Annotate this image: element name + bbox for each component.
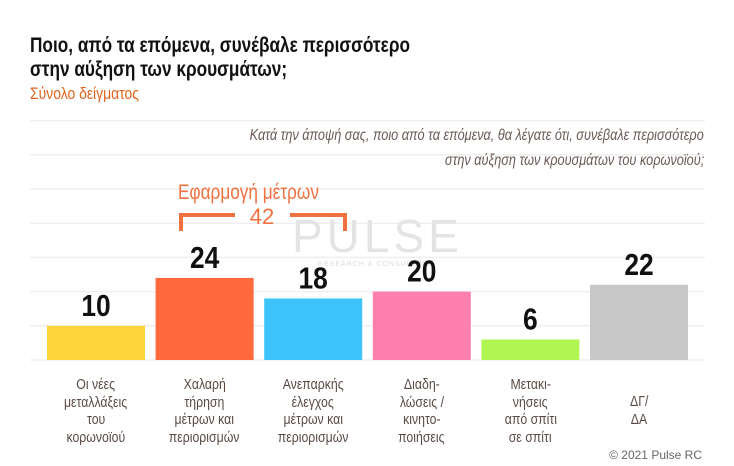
copyright: © 2021 Pulse RC	[609, 448, 702, 462]
x-tick-label: Χαλαρή τήρηση μέτρων και περιορισμών	[151, 376, 259, 446]
annotation-value: 42	[250, 204, 274, 229]
question-line: Κατά την άποψή σας, ποιο από τα επόμενα,…	[249, 127, 704, 144]
x-tick-label-line: κινητο-	[403, 411, 441, 428]
x-tick-label-line: έλεγχος	[292, 393, 335, 411]
x-tick-label-line: μεταλλάξεις	[64, 393, 128, 411]
x-tick-label-line: ποιήσεις	[398, 428, 446, 446]
x-tick-label-line: ΔΓ/	[629, 393, 649, 410]
subtitle-text: Σύνολο δείγματος	[30, 84, 139, 103]
question-text: Κατά την άποψή σας, ποιο από τα επόμενα,…	[24, 123, 704, 173]
data-label: 22	[624, 248, 653, 282]
bar	[47, 325, 145, 360]
data-label: 18	[299, 262, 328, 296]
chart-subtitle: Σύνολο δείγματος	[30, 84, 163, 104]
x-tick-label-line: Διαδη-	[403, 376, 440, 393]
x-tick-label-line: κορωνοϊού	[66, 428, 126, 446]
bar	[155, 277, 254, 360]
x-tick-label: ΔΓ/ΔΑ	[585, 393, 693, 428]
x-tick-label: Ανεπαρκής έλεγχος μέτρων και περιορισμών	[259, 376, 367, 446]
title-line: Ποιο, από τα επόμενα, συνέβαλε περισσότε…	[30, 34, 410, 57]
x-tick-label: Διαδη-λώσεις / κινητο-ποιήσεις	[368, 376, 476, 446]
annotation-label: Εφαρμογή μέτρων	[178, 182, 319, 205]
title-line: στην αύξηση των κρουσμάτων;	[30, 58, 288, 81]
data-label: 10	[81, 289, 110, 323]
x-tick-label-line: περιορισμών	[169, 428, 240, 446]
data-label: 20	[407, 255, 436, 289]
x-tick-label-line: μέτρων και	[174, 411, 235, 428]
x-tick-label: Οι νέες μεταλλάξεις του κορωνοϊού	[42, 376, 150, 446]
x-tick-label-line: μέτρων και	[283, 411, 343, 428]
question-line: στην αύξηση των κρουσμάτων του κορωνοϊού…	[444, 152, 704, 169]
watermark-tagline: RESEARCH & CONSULTING	[318, 261, 432, 268]
bar	[372, 291, 471, 360]
chart-title: Ποιο, από τα επόμενα, συνέβαλε περισσότε…	[30, 34, 493, 82]
data-label: 6	[523, 303, 538, 337]
x-tick-label-line: από σπίτι	[504, 411, 557, 428]
x-tick-label-line: λώσεις /	[399, 393, 444, 411]
x-tick-label-line: Χαλαρή	[183, 376, 226, 393]
x-tick-label-line: Ανεπαρκής	[282, 376, 344, 393]
x-tick-label: Μετακι-νήσεις από σπίτι σε σπίτι	[476, 376, 584, 446]
bar	[264, 298, 363, 360]
bar	[481, 339, 580, 360]
x-tick-label-line: του	[86, 411, 106, 428]
data-label: 24	[190, 241, 219, 275]
x-tick-label-line: σε σπίτι	[508, 428, 552, 446]
x-tick-label-line: περιορισμών	[277, 428, 349, 446]
x-tick-label-line: Οι νέες	[76, 376, 116, 393]
x-tick-label-line: ΔΑ	[630, 410, 648, 428]
x-tick-label-line: τήρηση	[184, 393, 225, 411]
x-tick-label-line: Μετακι-	[510, 376, 551, 393]
bar	[590, 284, 688, 360]
watermark-text: PULSE	[292, 210, 463, 262]
x-tick-label-line: νήσεις	[513, 393, 548, 411]
annotation-bracket	[179, 213, 347, 231]
